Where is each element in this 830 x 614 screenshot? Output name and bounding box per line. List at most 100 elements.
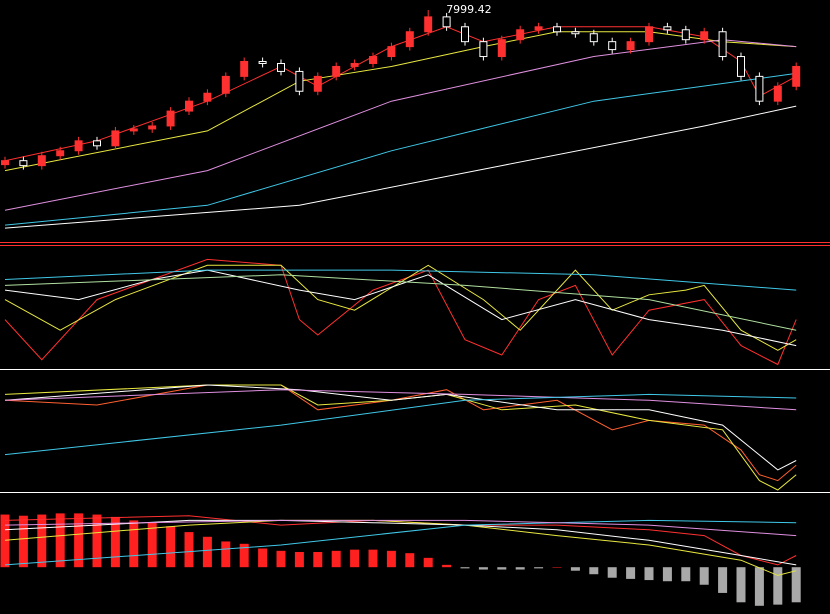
candle-body: [332, 65, 341, 77]
macd-bar: [718, 567, 728, 593]
macd-bar: [699, 567, 709, 585]
macd-bar: [589, 567, 599, 575]
macd-bar: [405, 553, 415, 568]
macd-bar: [184, 532, 194, 568]
macd-bar: [166, 526, 176, 568]
indicator-line: [4, 519, 797, 537]
candle-body: [350, 62, 359, 67]
candle-body: [221, 75, 230, 94]
macd-bar: [331, 550, 341, 568]
candle-body: [755, 75, 764, 102]
candle-body: [1, 160, 9, 166]
candle-body: [129, 128, 138, 132]
macd-bar: [736, 567, 746, 603]
candle-body: [700, 31, 709, 41]
macd-bar: [626, 567, 636, 579]
macd-bar: [607, 567, 617, 578]
macd-bar: [0, 514, 10, 568]
macd-bar: [791, 567, 801, 603]
macd-bar: [754, 567, 764, 606]
candle-body: [148, 125, 157, 130]
macd-bar: [681, 567, 691, 582]
candle-body: [369, 56, 377, 64]
candle-body: [37, 155, 46, 167]
indicator-line: [4, 269, 797, 347]
indicator-line: [4, 384, 797, 471]
candle-body: [645, 26, 653, 43]
candle-body: [203, 92, 212, 102]
candle-body: [387, 46, 396, 58]
macd-bar: [662, 567, 672, 582]
candle-body: [589, 33, 598, 43]
candle-body: [479, 41, 488, 58]
macd-bar: [202, 536, 212, 568]
indicator-line: [4, 39, 797, 211]
macd-bar: [258, 548, 268, 568]
candle-body: [461, 26, 469, 43]
macd-bar: [423, 557, 433, 568]
candle-body: [497, 39, 506, 58]
macd-bar: [37, 514, 47, 568]
indicator-line: [4, 519, 797, 576]
macd-bar: [552, 567, 562, 568]
macd-bar: [129, 520, 139, 568]
macd-bar: [239, 543, 249, 568]
macd-bar: [55, 513, 65, 568]
macd-bar: [644, 567, 654, 581]
candle-body: [681, 29, 690, 41]
macd-bar: [276, 550, 286, 568]
candle-body: [424, 16, 433, 33]
indicator-line: [4, 274, 797, 331]
macd-bar: [110, 516, 120, 568]
indicator-line: [4, 389, 797, 411]
candle-body: [93, 140, 101, 147]
macd-bar: [478, 567, 488, 570]
candle-body: [405, 31, 414, 48]
macd-bar: [534, 567, 544, 569]
indicator-line: [4, 519, 797, 566]
macd-bar: [74, 513, 84, 568]
candle-body: [19, 160, 28, 167]
candle-body: [442, 16, 451, 28]
candle-body: [516, 29, 525, 41]
high-annotation: 7999.42: [446, 3, 492, 16]
candle-body: [166, 110, 175, 127]
macd-bar: [773, 567, 783, 605]
candle-body: [792, 65, 801, 87]
candle-body: [608, 41, 617, 51]
indicator-line: [4, 258, 797, 366]
candle-body: [773, 85, 782, 102]
macd-bar: [92, 514, 102, 568]
candle-body: [111, 130, 120, 147]
macd-bar: [570, 567, 580, 571]
candle-body: [718, 31, 727, 58]
candle-body: [56, 150, 65, 157]
macd-bar: [460, 567, 470, 569]
macd-bar: [386, 550, 396, 568]
indicator-line: [4, 384, 797, 491]
indicator-line: [4, 72, 797, 226]
macd-bar: [368, 549, 378, 568]
indicator-line: [4, 105, 797, 229]
macd-bar: [350, 549, 360, 568]
macd-bar: [497, 567, 507, 570]
candle-body: [258, 61, 267, 64]
macd-bar: [18, 515, 28, 568]
macd-bar: [147, 522, 157, 568]
candle-body: [571, 31, 580, 35]
candle-body: [295, 70, 304, 92]
indicator-line: [4, 393, 797, 456]
candle-body: [626, 41, 635, 51]
candle-body: [74, 140, 83, 152]
candle-body: [185, 100, 193, 112]
candle-body: [277, 62, 285, 72]
macd-bar: [442, 564, 452, 568]
candle-body: [737, 56, 745, 77]
macd-bar: [221, 541, 231, 568]
candle-body: [240, 61, 249, 77]
macd-bar: [294, 551, 304, 568]
macd-bar: [515, 567, 525, 570]
